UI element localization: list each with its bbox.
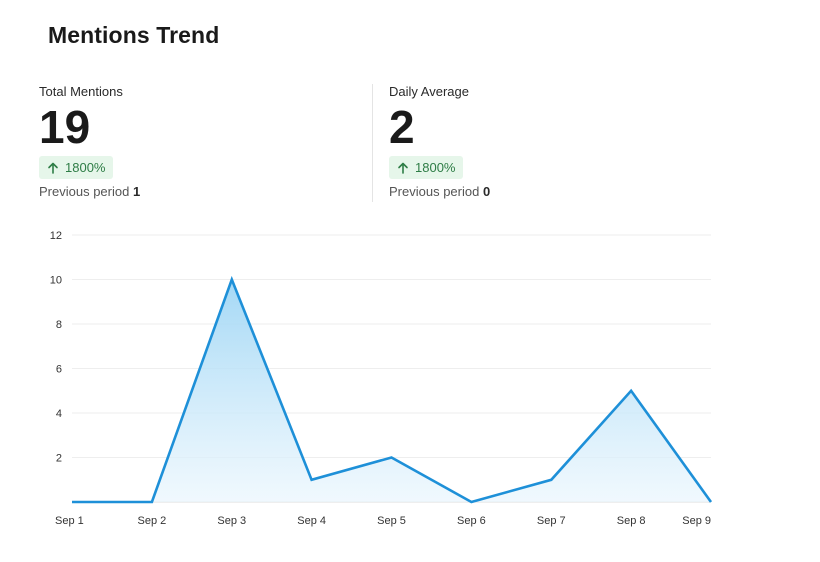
arrow-up-icon [48, 162, 58, 174]
daily-previous-label: Previous period [389, 184, 480, 199]
total-mentions-change-badge: 1800% [39, 156, 114, 179]
x-tick-label: Sep 4 [297, 515, 326, 527]
total-mentions-value: 19 [39, 101, 91, 153]
arrow-up-icon [398, 162, 408, 174]
x-tick-label: Sep 9 [682, 515, 711, 527]
total-previous-value: 1 [132, 184, 141, 199]
x-tick-label: Sep 8 [617, 515, 646, 527]
total-mentions-previous: Previous period 1 [39, 184, 339, 199]
x-tick-label: Sep 2 [138, 515, 167, 527]
total-mentions-stat: Total Mentions 19 1800% Previous period … [39, 84, 339, 199]
y-tick-label: 10 [50, 275, 62, 287]
x-axis-ticks: Sep 1 Sep 2 Sep 3 Sep 4 Sep 5 Sep 6 Sep 7 Sep 8… [55, 515, 711, 527]
x-tick-label: Sep 1 [55, 515, 84, 527]
y-axis-ticks: 2 4 6 8 10 12 [50, 230, 62, 465]
x-tick-label: Sep 5 [377, 515, 406, 527]
x-tick-label: Sep 6 [457, 515, 486, 527]
y-tick-label: 6 [56, 364, 62, 376]
total-mentions-change: 1800% [65, 160, 106, 175]
y-tick-label: 4 [56, 408, 62, 420]
total-previous-label: Previous period [39, 184, 130, 199]
daily-average-change-badge: 1800% [389, 156, 464, 179]
x-tick-label: Sep 7 [537, 515, 566, 527]
y-tick-label: 8 [56, 319, 62, 331]
daily-average-previous: Previous period 0 [389, 184, 689, 199]
page-title: Mentions Trend [48, 22, 220, 48]
total-mentions-label: Total Mentions [39, 84, 123, 99]
stats-divider [372, 84, 373, 202]
x-tick-label: Sep 3 [217, 515, 246, 527]
series-area [72, 279, 711, 502]
series-points [71, 279, 712, 503]
y-tick-label: 2 [56, 453, 62, 465]
daily-average-value: 2 [389, 101, 415, 153]
y-tick-label: 12 [50, 230, 62, 242]
daily-previous-value: 0 [482, 184, 491, 199]
daily-average-label: Daily Average [389, 84, 469, 99]
daily-average-change: 1800% [415, 160, 456, 175]
daily-average-stat: Daily Average 2 1800% Previous period 0 [389, 84, 689, 199]
